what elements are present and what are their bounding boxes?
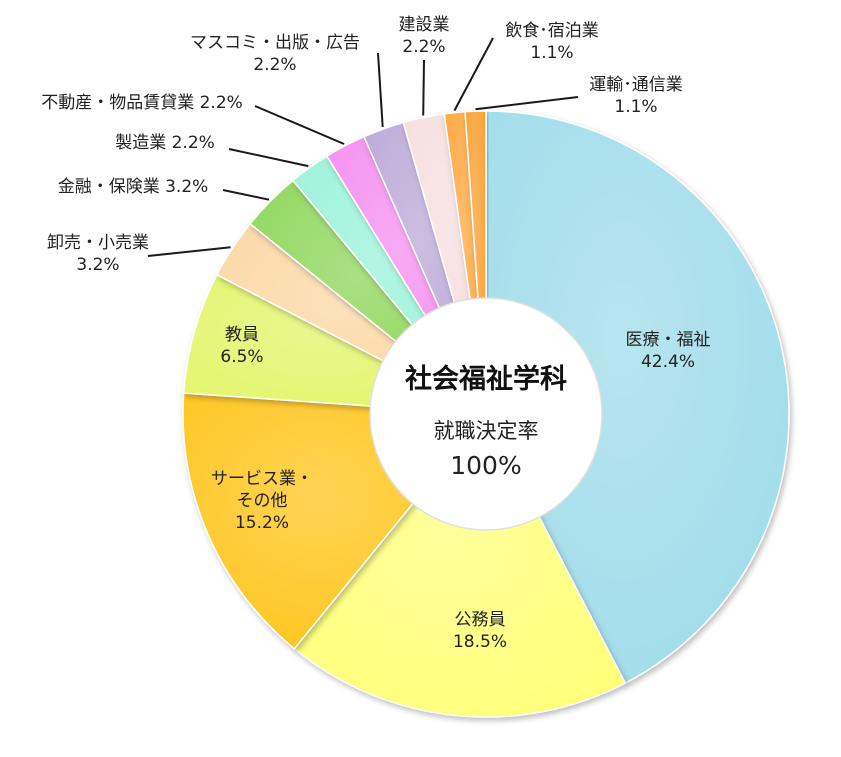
- slice-5-label: 卸売・小売業 3.2%: [47, 233, 149, 275]
- slice-10-label: 建設業 2.2%: [399, 15, 450, 57]
- slice-1-highlight: [486, 111, 790, 684]
- slice-2-label: 公務員 18.5%: [453, 610, 507, 652]
- slice-6-leader-line: [222, 189, 270, 201]
- slice-4-label: 教員 6.5%: [220, 325, 263, 367]
- slice-8-label: 不動産・物品賃貸業 2.2%: [41, 93, 243, 113]
- slice-6-label: 金融・保険業 3.2%: [58, 177, 209, 197]
- slice-10-leader-line: [422, 59, 425, 116]
- slice-9-label: マスコミ・出版・広告 2.2%: [190, 33, 360, 75]
- slice-7-leader-line: [228, 148, 309, 168]
- slice-12-leader-line: [475, 96, 579, 111]
- center-subtitle: 就職決定率: [434, 419, 539, 443]
- slice-9-leader-line: [377, 52, 384, 128]
- slice-11-leader-line: [453, 37, 494, 112]
- center-title: 社会福祉学科: [405, 363, 567, 395]
- slice-labels: 医療・福祉 42.4% 公務員 18.5% サービス業・その他 15.2% 教員 6.5% 卸売…: [41, 15, 710, 652]
- center-rate: 100%: [450, 451, 521, 480]
- slice-12-label: 運輸･通信業 1.1%: [589, 75, 683, 117]
- slice-5-leader-line: [147, 246, 231, 257]
- slice-11-label: 飲食･宿泊業 1.1%: [505, 21, 599, 63]
- leader-lines: [147, 37, 579, 257]
- slice-2-highlight: [294, 414, 626, 718]
- slice-7-label: 製造業 2.2%: [115, 133, 215, 153]
- center-hole: [369, 297, 603, 531]
- slice-3-label: サービス業・その他 15.2%: [211, 469, 313, 533]
- slice-8-leader-line: [254, 105, 345, 145]
- slice-1-label: 医療・福祉 42.4%: [626, 330, 711, 372]
